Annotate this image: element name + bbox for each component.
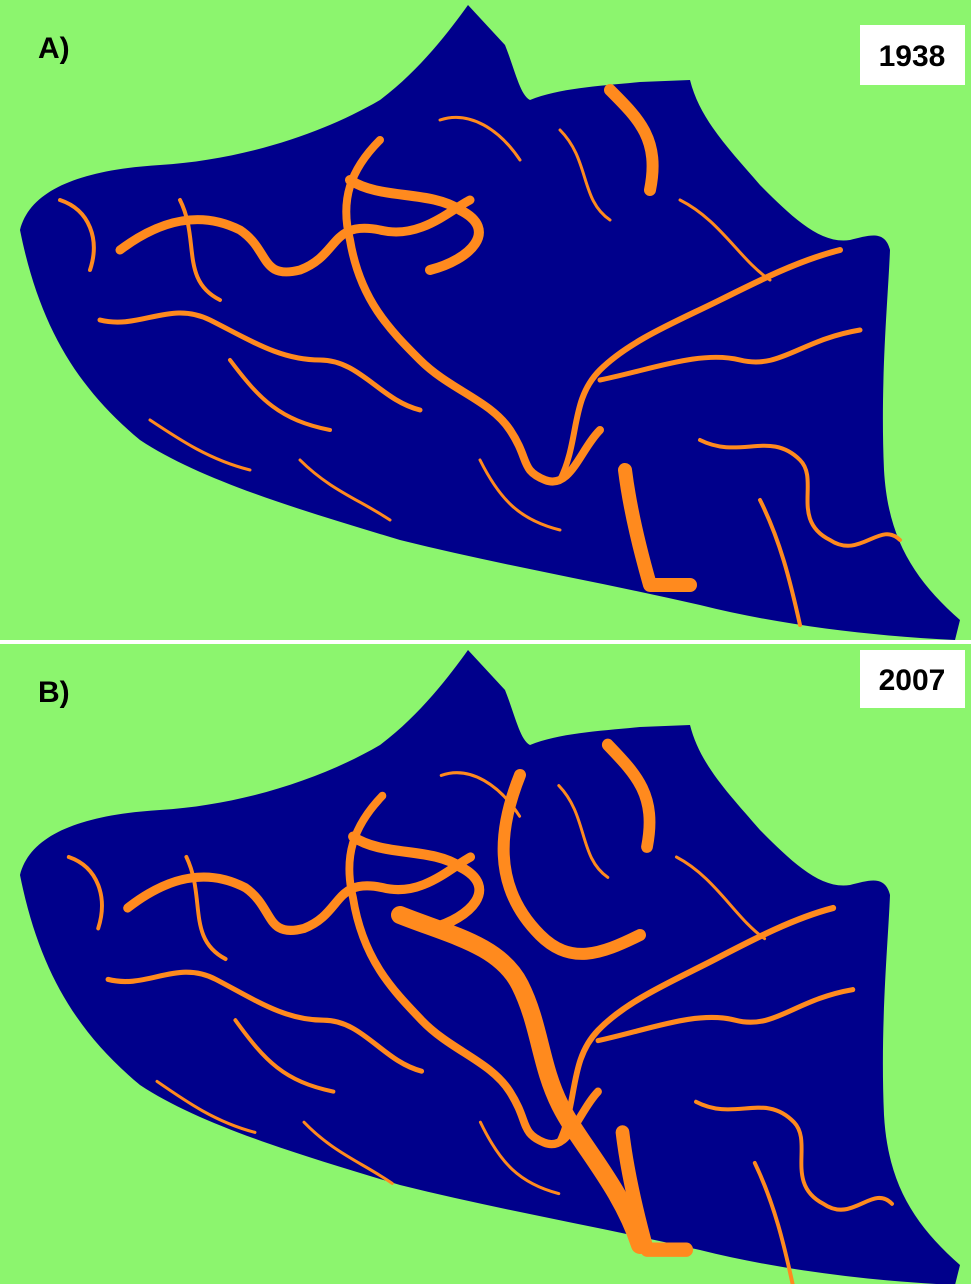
panel-label: A) (38, 32, 70, 65)
panel-a: A) 1938 (0, 0, 971, 640)
year-label: 2007 (879, 664, 946, 697)
panel-label: B) (38, 676, 70, 709)
divider (0, 640, 971, 644)
page: A) 1938 B) 2007 (() => { const data = JS… (0, 0, 971, 1284)
panel-b: B) 2007 (0, 644, 971, 1284)
year-label: 1938 (879, 40, 946, 73)
map-figure: A) 1938 B) 2007 (0, 0, 971, 1284)
